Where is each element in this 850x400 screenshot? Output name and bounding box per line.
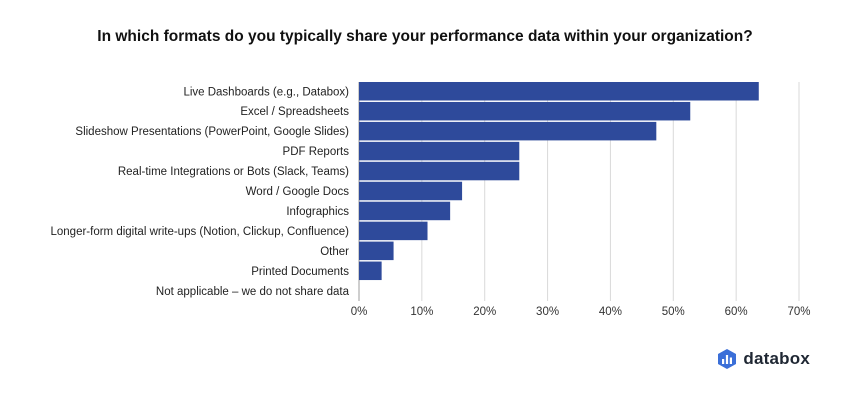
category-label: Not applicable – we do not share data — [156, 286, 350, 298]
bar — [359, 241, 394, 261]
databox-bars-icon — [718, 349, 737, 369]
category-label: Excel / Spreadsheets — [240, 106, 349, 118]
bar — [359, 261, 382, 281]
category-label: Longer-form digital write-ups (Notion, C… — [51, 226, 350, 238]
bar — [359, 101, 691, 121]
bar — [359, 161, 520, 181]
category-label: Word / Google Docs — [246, 186, 350, 198]
x-tick-label: 30% — [536, 306, 559, 318]
bar — [359, 201, 451, 221]
category-label: Live Dashboards (e.g., Databox) — [183, 86, 349, 98]
category-label: PDF Reports — [283, 146, 350, 158]
x-tick-label: 10% — [410, 306, 433, 318]
category-label: Real-time Integrations or Bots (Slack, T… — [118, 166, 349, 178]
x-tick-label: 0% — [351, 306, 368, 318]
x-tick-label: 40% — [599, 306, 622, 318]
x-tick-label: 20% — [473, 306, 496, 318]
bar — [359, 82, 759, 101]
chart-title: In which formats do you typically share … — [97, 28, 753, 45]
bar — [359, 141, 520, 161]
bar — [359, 121, 657, 141]
databox-logo: databox — [717, 348, 810, 370]
x-tick-label: 70% — [787, 306, 810, 318]
category-label: Infographics — [286, 206, 349, 218]
bar — [359, 221, 428, 241]
category-label: Other — [320, 246, 349, 258]
x-tick-label: 50% — [662, 306, 685, 318]
category-label: Printed Documents — [251, 266, 349, 278]
category-label: Slideshow Presentations (PowerPoint, Goo… — [75, 126, 349, 138]
bar — [359, 181, 463, 201]
x-tick-label: 60% — [725, 306, 748, 318]
logo-text: databox — [743, 349, 810, 368]
